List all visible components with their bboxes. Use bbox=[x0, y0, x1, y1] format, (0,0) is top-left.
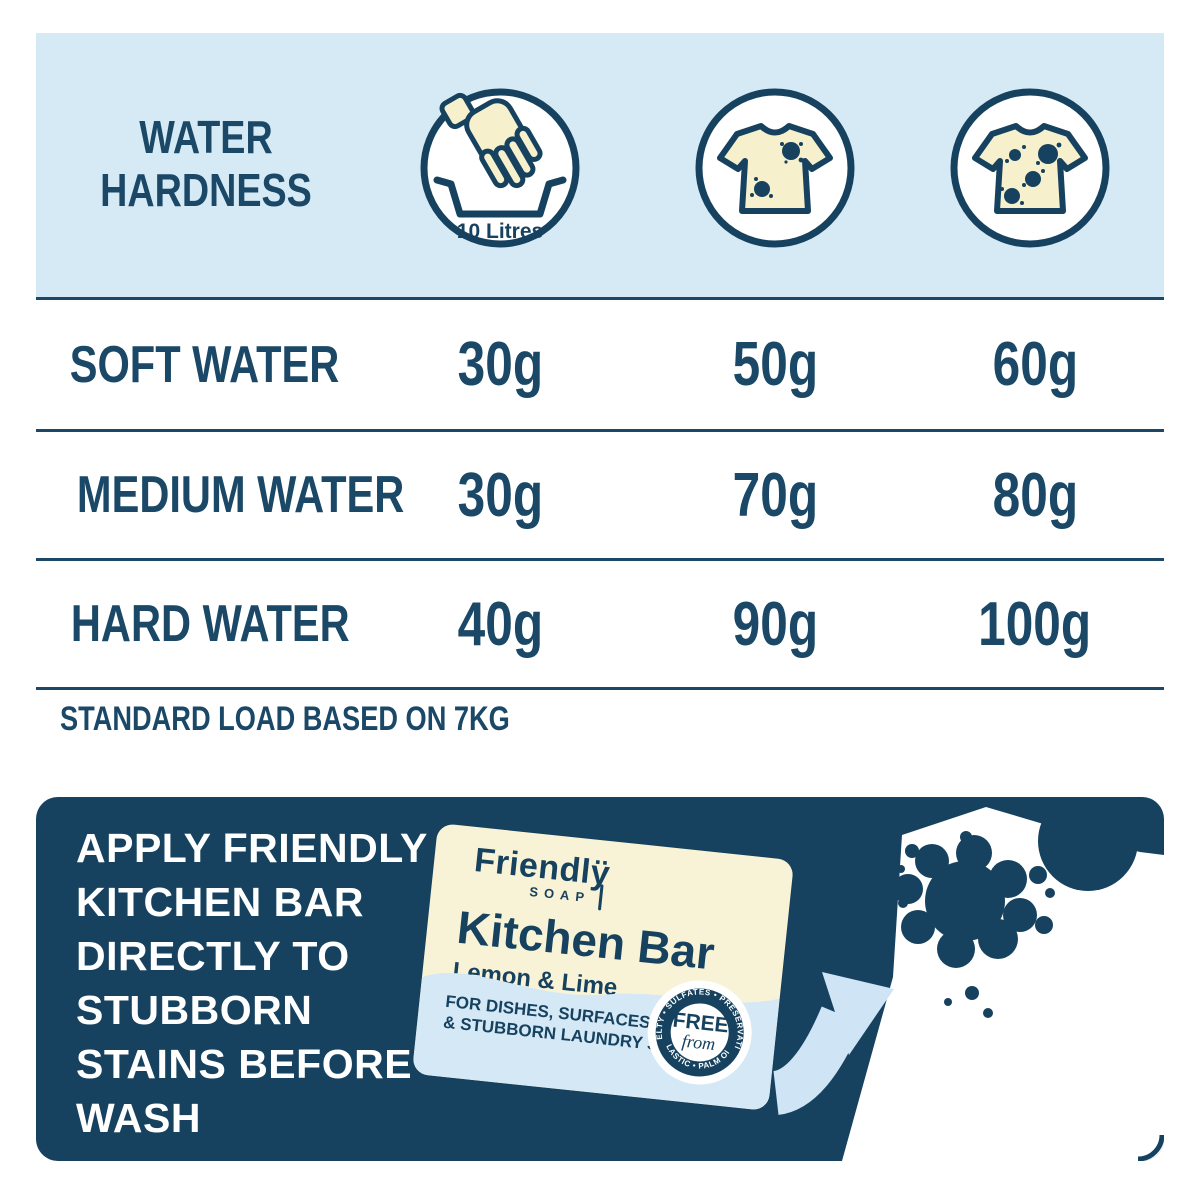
stained-shirt-shape bbox=[842, 807, 1164, 1161]
shirt-collar bbox=[1038, 797, 1138, 891]
divider-line bbox=[36, 297, 1164, 300]
dose-value: 70g bbox=[644, 460, 906, 531]
panel-corner-arc bbox=[1137, 1134, 1164, 1161]
free-from-badge: CRUELTY • SULFATES • PRESERVATIVES • PLA… bbox=[641, 974, 752, 1085]
table-row-hard-water: HARD WATER 40g 90g 100g bbox=[36, 561, 1164, 687]
apply-kitchen-bar-panel: APPLY FRIENDLY KITCHEN BAR DIRECTLY TO S… bbox=[36, 797, 1164, 1161]
row-label-text: HARD WATER bbox=[70, 595, 350, 653]
table-row-medium-water: MEDIUM WATER 30g 70g 80g bbox=[36, 432, 1164, 558]
dose-value-text: 60g bbox=[992, 330, 1078, 399]
dose-value: 90g bbox=[644, 589, 906, 660]
dose-value-text: 90g bbox=[732, 589, 818, 659]
panel-headline: APPLY FRIENDLY KITCHEN BAR DIRECTLY TO S… bbox=[76, 825, 428, 1141]
row-label-text: SOFT WATER bbox=[69, 335, 340, 394]
water-hardness-title: WATER HARDNESS bbox=[100, 111, 312, 217]
dose-value: 60g bbox=[906, 329, 1164, 400]
stains bbox=[750, 142, 804, 198]
footnote-text: STANDARD LOAD BASED ON 7KG bbox=[60, 700, 510, 738]
dose-value: 30g bbox=[356, 460, 644, 531]
tshirt-shape bbox=[717, 123, 833, 214]
friendly-soap-logo: Friendlÿ SOAP bbox=[471, 841, 646, 911]
divider-line bbox=[36, 558, 1164, 561]
stains bbox=[1000, 142, 1062, 205]
dose-value-text: 30g bbox=[457, 330, 543, 399]
divider-line bbox=[36, 429, 1164, 432]
divider-line bbox=[36, 687, 1164, 690]
standard-load-footnote: STANDARD LOAD BASED ON 7KG bbox=[60, 700, 622, 739]
row-label: HARD WATER bbox=[36, 594, 356, 654]
dose-value-text: 50g bbox=[732, 330, 818, 399]
dose-value: 50g bbox=[644, 329, 906, 400]
dose-value-text: 100g bbox=[978, 589, 1092, 659]
hand-wash-basin-icon: 10 Litres bbox=[420, 88, 580, 248]
row-label: MEDIUM WATER bbox=[36, 465, 404, 525]
row-label-text: MEDIUM WATER bbox=[76, 466, 405, 524]
water-hardness-header-band: WATER HARDNESS 10 Litres bbox=[36, 33, 1164, 297]
stain-splat bbox=[893, 831, 1055, 1018]
dose-value: 80g bbox=[906, 460, 1164, 531]
dose-value: 40g bbox=[356, 589, 644, 660]
hand-shape bbox=[439, 92, 543, 189]
badge-center bbox=[670, 1003, 729, 1062]
table-row-soft-water: SOFT WATER 30g 50g 60g bbox=[36, 300, 1164, 429]
tshirt-light-stains-icon bbox=[695, 88, 855, 248]
dose-value-text: 40g bbox=[457, 589, 543, 659]
dose-value: 100g bbox=[906, 589, 1164, 660]
panel-illustration bbox=[771, 797, 1164, 1161]
apply-arrow bbox=[771, 972, 894, 1115]
tshirt-heavy-stains-icon bbox=[950, 88, 1110, 248]
dose-value: 30g bbox=[356, 329, 644, 400]
kitchen-bar-package: Friendlÿ SOAP Kitchen Bar Lemon & Lime F… bbox=[411, 822, 795, 1112]
dose-value-text: 30g bbox=[457, 460, 543, 530]
badge-free-text: FREE bbox=[672, 1009, 730, 1038]
badge-from-text: from bbox=[681, 1031, 716, 1054]
basin-shape bbox=[433, 176, 567, 218]
basin-caption: 10 Litres bbox=[457, 220, 543, 243]
dose-value-text: 80g bbox=[992, 460, 1078, 530]
row-label: SOFT WATER bbox=[36, 335, 356, 395]
dose-value-text: 70g bbox=[732, 460, 818, 530]
